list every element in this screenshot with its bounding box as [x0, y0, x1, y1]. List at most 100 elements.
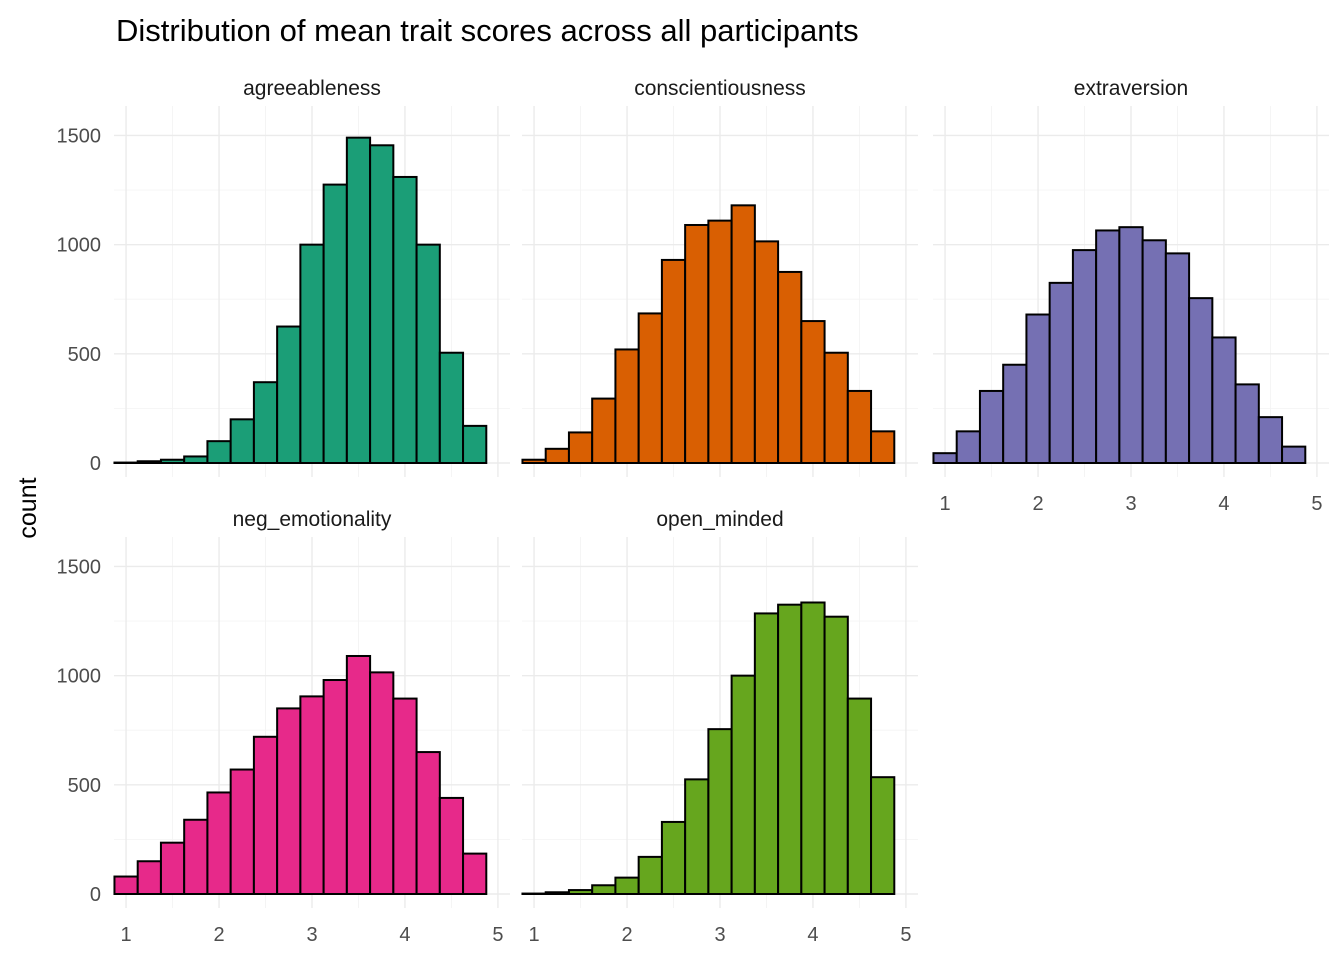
histogram-bar: [1118, 226, 1144, 464]
histogram-bar: [870, 430, 896, 464]
histogram-bar: [707, 728, 733, 895]
y-tick-label: 0: [90, 884, 101, 906]
histogram-bar: [777, 270, 803, 464]
histogram-bar: [978, 389, 1005, 464]
panel-strip-label: extraversion: [1074, 77, 1188, 100]
histogram-bar: [544, 447, 570, 465]
histogram-bar: [1002, 363, 1028, 464]
histogram-bar: [846, 389, 873, 464]
histogram-bar: [591, 884, 617, 895]
histogram-bar: [183, 818, 209, 896]
histogram-bar: [521, 458, 547, 464]
y-tick-label: 1000: [57, 235, 102, 257]
x-tick-label: 3: [306, 924, 317, 946]
histogram-bar: [415, 243, 441, 464]
histogram-bar: [614, 348, 640, 464]
panel-open_minded: open_minded 1 2 3 4 5: [521, 508, 918, 946]
histogram-bar: [567, 889, 594, 896]
histogram-bar: [684, 223, 710, 464]
histogram-bar: [229, 768, 255, 895]
histogram-bar: [392, 697, 418, 896]
histogram-bar: [322, 679, 348, 895]
histogram-bar: [1095, 229, 1121, 464]
histogram-bar: [462, 424, 488, 465]
x-tick-label: 1: [529, 924, 540, 946]
chart-title: Distribution of mean trait scores across…: [116, 13, 859, 48]
x-tick-label: 2: [1032, 493, 1043, 515]
histogram-bar: [823, 615, 849, 895]
histogram-bar: [438, 796, 465, 896]
histogram-bar: [392, 175, 418, 465]
histogram-bar: [113, 875, 139, 895]
x-tick-label: 2: [621, 924, 632, 946]
histogram-bar: [345, 654, 372, 895]
x-tick-label: 4: [399, 924, 410, 946]
panel-strip-label: agreeableness: [243, 77, 381, 100]
histogram-bar: [707, 219, 733, 464]
histogram-bar: [159, 841, 186, 895]
histogram-bar: [846, 697, 873, 896]
histogram-bar: [730, 674, 756, 895]
histogram-bar: [252, 735, 279, 895]
x-tick-label: 5: [900, 924, 911, 946]
histogram-bar: [1071, 249, 1098, 464]
histogram-bar: [369, 671, 395, 895]
y-tick-label: 0: [90, 453, 101, 475]
histogram-bar: [932, 452, 958, 464]
histogram-bar: [322, 183, 348, 464]
histogram-bar: [637, 855, 663, 896]
histogram-bar: [415, 751, 441, 896]
histogram-bar: [637, 312, 663, 464]
histogram-bar: [800, 601, 826, 895]
x-tick-label: 5: [1311, 493, 1322, 515]
histogram-bar: [823, 351, 849, 465]
x-tick-label: 1: [940, 493, 951, 515]
y-tick-label: 1500: [57, 556, 102, 578]
histogram-bar: [1234, 383, 1260, 464]
histogram-bar: [136, 860, 162, 895]
histogram-bar: [206, 440, 232, 464]
histogram-bar: [252, 381, 279, 464]
histogram-bar: [591, 397, 617, 465]
histogram-bar: [1188, 297, 1214, 464]
histogram-bar: [730, 204, 756, 464]
histogram-bar: [462, 852, 488, 895]
y-axis-title: count: [14, 477, 42, 538]
x-tick-label: 4: [807, 924, 818, 946]
histogram-bar: [1164, 252, 1191, 464]
histogram-bar: [660, 820, 687, 896]
histogram-bar: [229, 418, 255, 464]
histogram-bar: [777, 603, 803, 895]
panel-strip-label: neg_emotionality: [233, 508, 392, 531]
histogram-bar: [870, 776, 896, 895]
panel-strip-label: open_minded: [656, 508, 783, 531]
histogram-bar: [753, 240, 780, 464]
y-tick-label: 1000: [57, 666, 102, 688]
histogram-bar: [136, 460, 162, 465]
histogram-bar: [1048, 281, 1074, 465]
histogram-bar: [544, 891, 570, 896]
histogram-bar: [684, 778, 710, 896]
histogram-bar: [1211, 336, 1237, 464]
x-tick-label: 3: [1125, 493, 1136, 515]
panel-neg_emotionality: neg_emotionality 0 500 1000 1500 1 2 3 4 5: [57, 508, 510, 946]
histogram-bar: [159, 458, 186, 464]
histogram-bar: [753, 612, 780, 895]
x-tick-label: 4: [1218, 493, 1229, 515]
histogram-bar: [276, 707, 302, 896]
x-tick-label: 2: [213, 924, 224, 946]
x-tick-label: 5: [492, 924, 503, 946]
histogram-bar: [567, 431, 594, 465]
histogram-bar: [1025, 313, 1051, 464]
histogram-bar: [299, 243, 325, 464]
histogram-bar: [299, 695, 325, 895]
histogram-bar: [345, 136, 372, 465]
histogram-bar: [276, 325, 302, 464]
panel-extraversion: extraversion 1 2 3 4 5: [932, 77, 1329, 515]
histogram-bar: [800, 320, 826, 464]
histogram-bar: [369, 144, 395, 464]
y-tick-label: 500: [68, 344, 101, 366]
histogram-bar: [1257, 416, 1284, 464]
x-tick-label: 1: [121, 924, 132, 946]
